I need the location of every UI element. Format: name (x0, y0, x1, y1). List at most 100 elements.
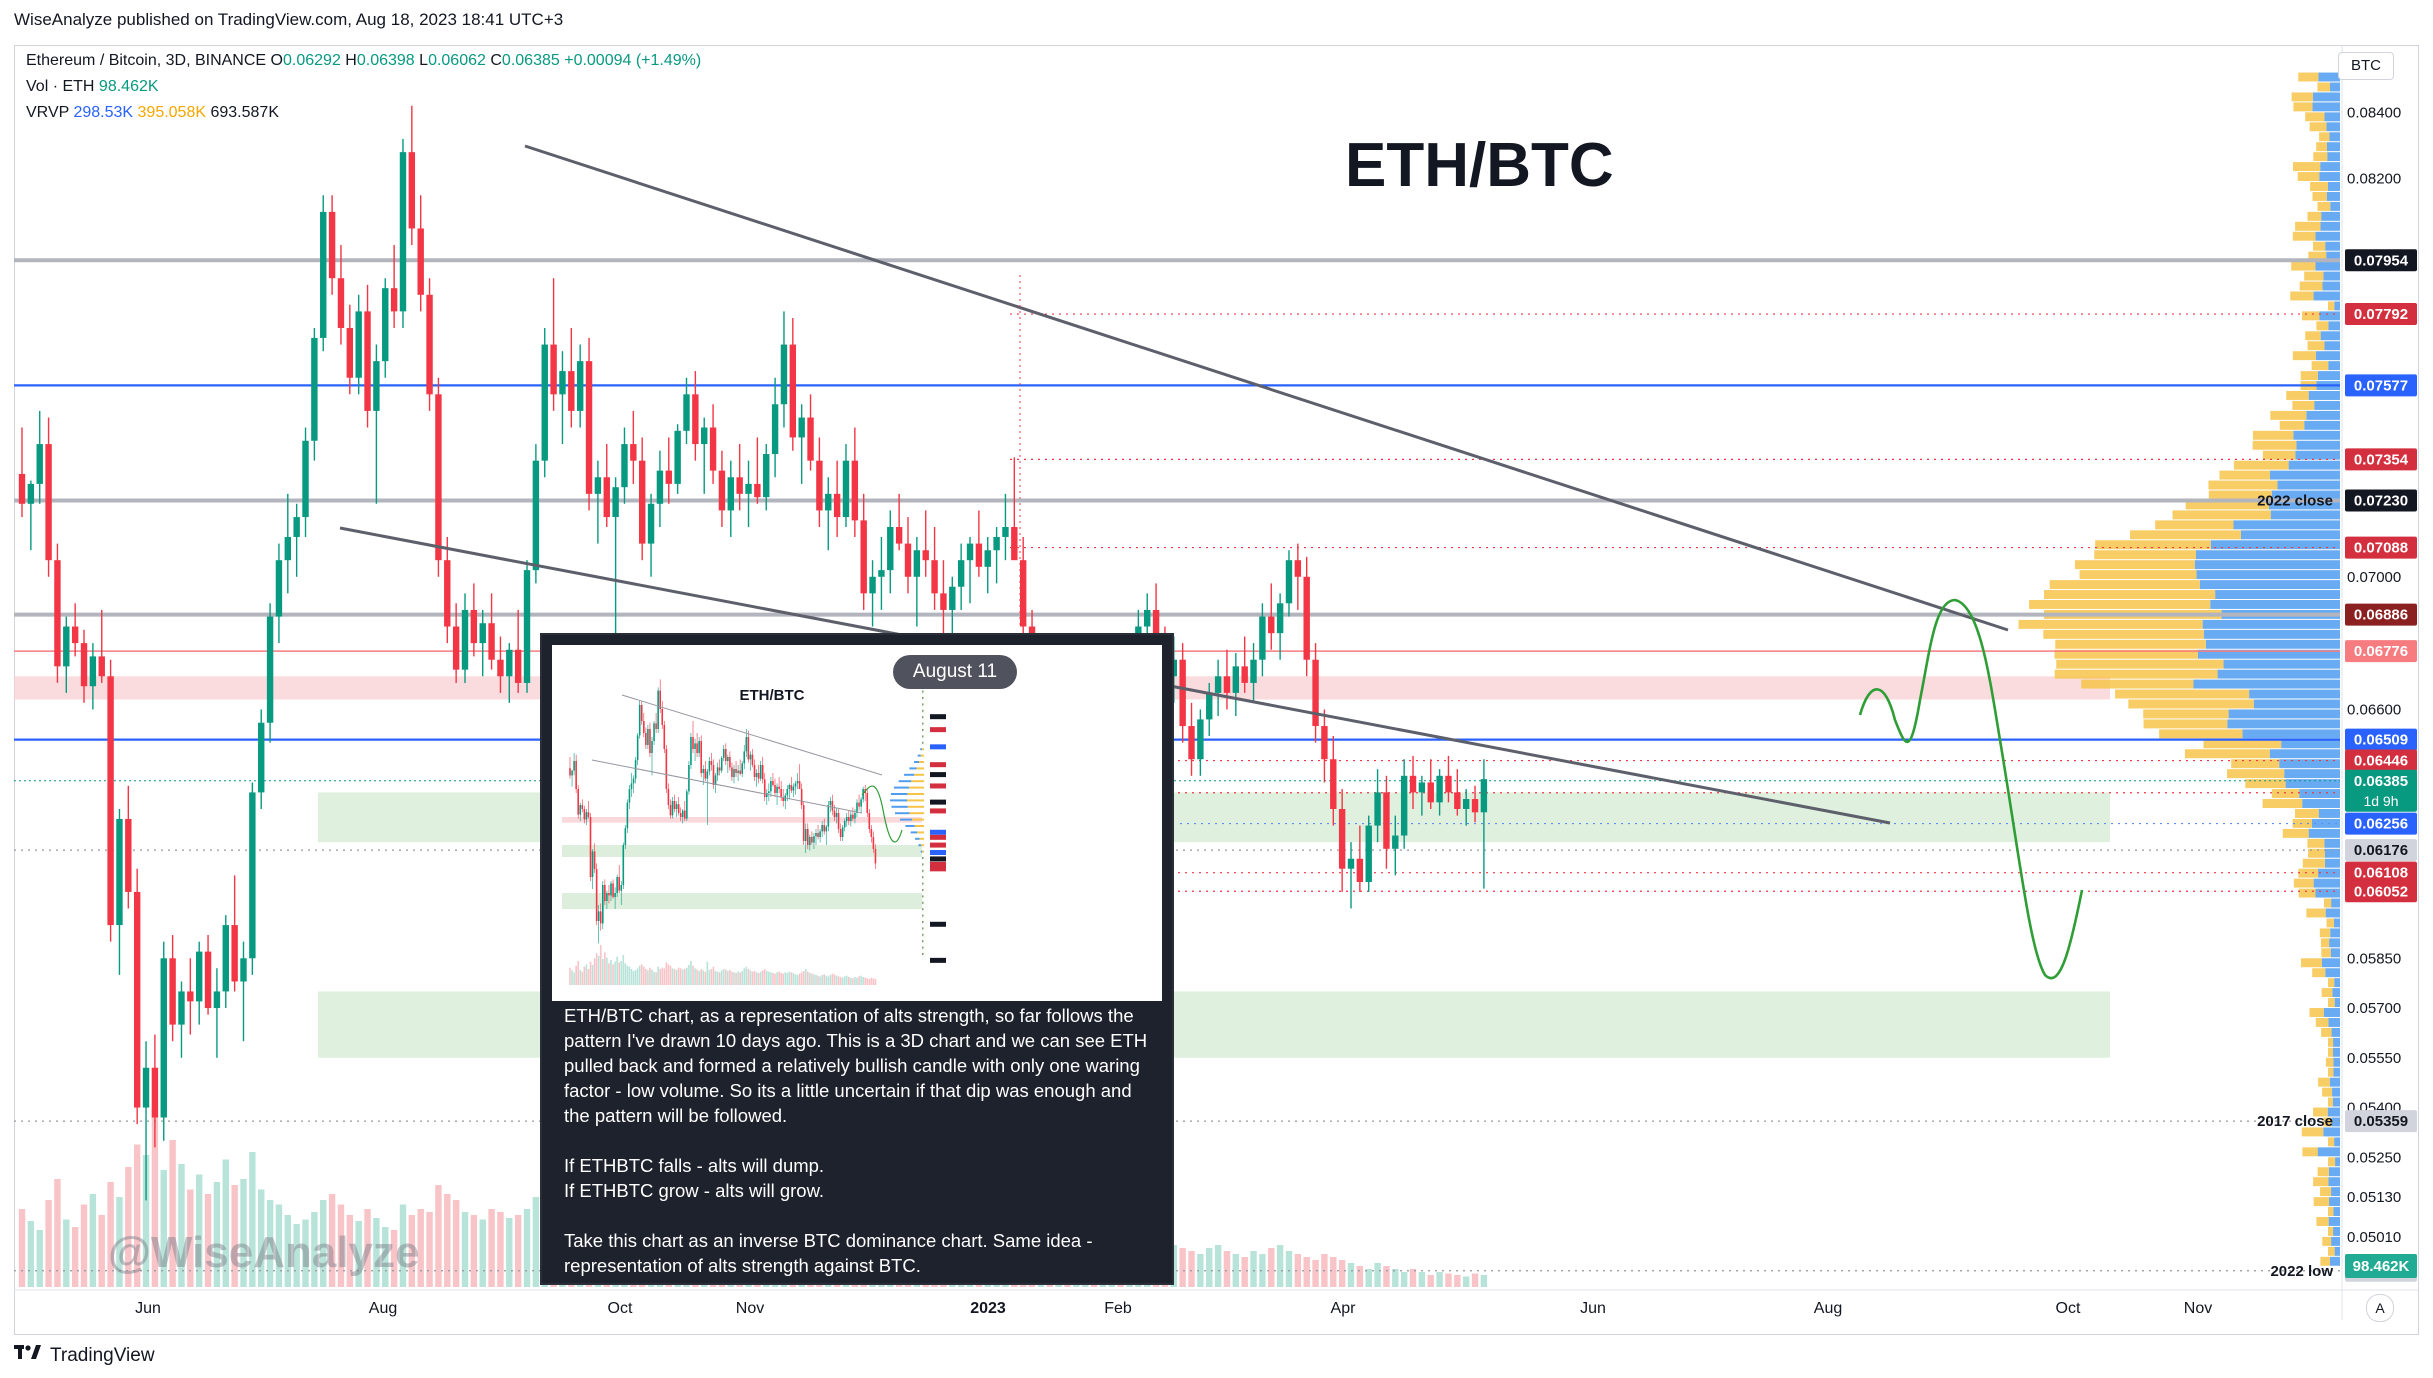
inset-volume-bar (739, 972, 741, 985)
inset-vrvp-down (919, 837, 924, 840)
auto-scale-button[interactable]: A (2366, 1294, 2394, 1322)
vrvp-bar-up (2317, 371, 2340, 381)
inset-candle-body (714, 775, 717, 785)
volume-bar (1471, 1273, 1479, 1287)
volume-bar (488, 1209, 495, 1287)
inset-vrvp-up (922, 889, 923, 891)
inset-price-badge (930, 714, 946, 720)
vrvp-bar-down (2282, 828, 2309, 838)
vrvp-bar-up (2331, 1027, 2340, 1037)
vrvp-bar-up (2319, 172, 2340, 182)
candle-body (364, 311, 371, 411)
price-badge (2345, 448, 2417, 471)
vrvp-bar-down (2310, 182, 2328, 191)
candle-body (1418, 782, 1426, 793)
vrvp-bar-down (2328, 1037, 2334, 1047)
vrvp-bar-down (2312, 191, 2327, 201)
candle-body (54, 560, 61, 667)
candle-body (1436, 775, 1443, 803)
inset-candle-body (796, 781, 799, 784)
inset-vrvp-down (919, 761, 924, 763)
inset-candle-body (643, 721, 645, 733)
inset-candle-body (770, 781, 772, 792)
candle-body (346, 327, 354, 378)
price-tick-label: 0.06600 (2347, 701, 2401, 718)
inset-vrvp-down (921, 844, 924, 847)
inset-vrvp-up (899, 818, 912, 821)
tradingview-logo[interactable]: TradingView (14, 1344, 155, 1367)
inset-vrvp-up (921, 741, 923, 744)
vrvp-bar-up (2333, 1207, 2340, 1217)
time-tick-label: Aug (369, 1300, 397, 1317)
inset-candle-body (804, 829, 807, 841)
vrvp-bar-down (2128, 699, 2254, 709)
inset-candle-body (630, 783, 633, 789)
volume-bar (1268, 1248, 1275, 1287)
inset-candle-body (850, 814, 852, 821)
volume-bar (275, 1204, 283, 1287)
inset-candle-body (813, 836, 815, 843)
volume-bar (417, 1209, 424, 1287)
inset-vrvp-down (909, 812, 924, 815)
volume-bar (54, 1179, 61, 1287)
inset-volume-bar (663, 968, 666, 985)
inset-volume-bar (835, 975, 838, 985)
vrvp-bar-down (2307, 848, 2325, 858)
inset-candle-body (575, 761, 577, 789)
price-badge (2345, 749, 2417, 772)
candle-body (506, 649, 513, 677)
inset-volume-bar (751, 971, 754, 985)
candle-body (408, 152, 416, 229)
vrvp-bar-down (2328, 1226, 2334, 1236)
time-tick-label: Jun (1580, 1300, 1606, 1317)
inset-candle-body (868, 813, 871, 829)
candle-body (585, 361, 593, 494)
vrvp-bar-down (2306, 908, 2326, 918)
vrvp-bar-up (2312, 92, 2340, 102)
inset-volume-bar (845, 975, 848, 985)
candle-body (718, 470, 726, 511)
price-badge-label: 0.07230 (2354, 492, 2408, 509)
vrvp-bar-up (2281, 739, 2340, 749)
inset-candle-body (597, 911, 600, 921)
price-badge-label: 0.07792 (2354, 306, 2408, 323)
volume-bar (479, 1219, 486, 1287)
inset-vrvp-down (923, 889, 924, 891)
inset-price-badge (930, 861, 946, 867)
inset-volume-bar (825, 975, 828, 985)
inset-paragraph-2: If ETHBTC falls - alts will dump. If ETH… (564, 1155, 825, 1201)
candle-body (1259, 616, 1266, 660)
candle-body (222, 925, 229, 992)
candle-body (160, 958, 167, 1118)
inset-volume-bar (698, 971, 700, 985)
inset-vrvp-down (923, 946, 924, 949)
vrvp-bar-down (2292, 231, 2316, 241)
currency-button[interactable]: BTC (2338, 52, 2394, 80)
inset-description: ETH/BTC chart, as a representation of al… (564, 1003, 1162, 1303)
inset-candle-body (737, 770, 739, 773)
inset-vrvp-up (922, 857, 923, 859)
inset-candle-body (763, 779, 766, 797)
inset-vrvp-down (908, 786, 924, 789)
inset-volume-bar (827, 976, 830, 985)
inset-volume-bar (610, 960, 612, 985)
vrvp-bar-up (2199, 580, 2340, 590)
inset-volume-bar (833, 974, 836, 985)
candle-body (851, 460, 859, 521)
volume-bar (1303, 1257, 1310, 1287)
vrvp-bar-up (2312, 102, 2340, 112)
vrvp-bar-down (2056, 659, 2224, 669)
vrvp-bar-down (2322, 1087, 2333, 1097)
inset-candle-body (766, 793, 768, 797)
vrvp-bar-down (2313, 1197, 2330, 1207)
inset-candle-body (792, 786, 795, 791)
vrvp-bar-down (2322, 1236, 2332, 1246)
legend-vrvp-label: VRVP (26, 104, 69, 121)
legend-open: 0.06292 (283, 52, 341, 69)
price-badge-label: 0.07577 (2354, 377, 2408, 394)
candle-body (116, 818, 123, 926)
vrvp-bar-down (2328, 1047, 2333, 1057)
inset-lower-trendline (591, 759, 863, 814)
inset-volume-bar (718, 972, 721, 985)
